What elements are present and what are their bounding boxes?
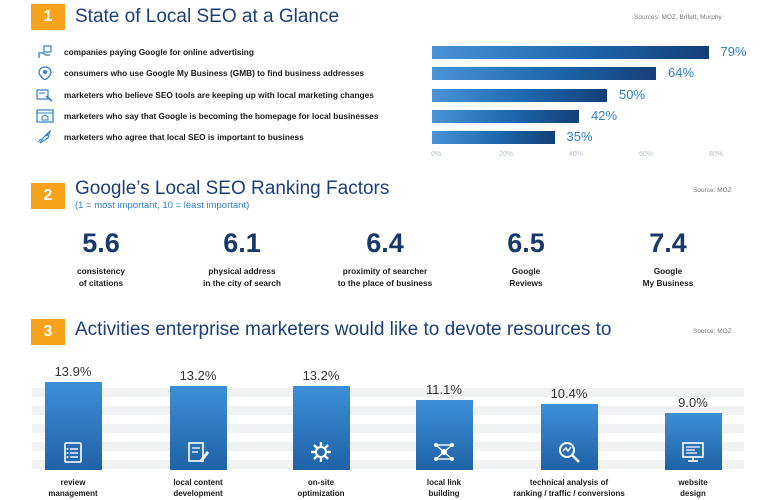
stat-bar-value-label: 50% — [619, 87, 646, 102]
activity-bar-value-label: 13.2% — [302, 368, 340, 384]
stat-row: marketers who say that Google is becomin… — [36, 109, 378, 123]
ranking-factor-label: consistency of citations — [77, 266, 125, 288]
x-tick-label: 60% — [638, 151, 654, 158]
activity-bar-value-label: 10.4% — [550, 386, 588, 402]
location-pin-icon — [36, 66, 54, 80]
ranking-factor-label: Google Reviews — [509, 266, 543, 288]
activity-bar — [540, 404, 598, 470]
stat-row-label: marketers who agree that local SEO is im… — [64, 132, 304, 142]
section-3-badge: 3 — [31, 319, 65, 345]
activity-category-label: review management — [48, 478, 98, 498]
ranking-factor-value: 7.4 — [649, 228, 687, 258]
hand-money-icon — [38, 45, 52, 58]
activity-bar-value-label: 13.2% — [179, 368, 217, 384]
stat-row: marketers who believe SEO tools are keep… — [36, 88, 374, 102]
network-icon — [434, 443, 454, 461]
stat-row-label: consumers who use Google My Business (GM… — [64, 68, 365, 78]
ranking-factor: 6.1 physical address in the city of searc… — [177, 228, 307, 289]
edit-document-icon — [188, 442, 209, 462]
activity-category-label: local link building — [426, 478, 462, 498]
stat-row: companies paying Google for online adver… — [36, 45, 254, 59]
activity-bar — [415, 399, 473, 470]
stat-bar — [432, 89, 607, 102]
stat-row: consumers who use Google My Business (GM… — [36, 66, 364, 80]
stat-bar-value-label: 64% — [668, 65, 695, 80]
section-1-title: State of Local SEO at a Glance — [75, 6, 340, 27]
activity-category-label: website design — [678, 478, 708, 498]
magnifier-chart-icon — [559, 442, 580, 463]
section-3-title: Activities enterprise marketers would li… — [75, 319, 612, 340]
stat-row-label: marketers who say that Google is becomin… — [64, 111, 379, 121]
activity-bar — [44, 382, 102, 470]
stat-bar-value-label: 79% — [720, 44, 747, 59]
x-tick-label: 40% — [568, 151, 584, 158]
gear-icon — [311, 442, 331, 462]
x-tick-label: 0% — [430, 151, 442, 158]
tools-icon — [36, 88, 54, 102]
ranking-factor-value: 6.1 — [223, 228, 261, 258]
checklist-icon — [61, 440, 85, 464]
section-1-source: Sources: MOZ, Brifett, Murphy — [634, 14, 722, 21]
x-tick-label: 80% — [708, 151, 724, 158]
background-stripe — [32, 442, 744, 451]
tools-icon — [36, 89, 53, 102]
browser-home-icon — [36, 109, 54, 123]
edit-document-icon — [186, 440, 210, 464]
activity-bar-value-label: 9.0% — [678, 395, 708, 411]
stat-bar — [432, 46, 709, 59]
section-2-badge: 2 — [31, 183, 65, 209]
section-2-subtitle: (1 = most important, 10 = least importan… — [75, 200, 250, 211]
section-1-badge: 1 — [31, 4, 65, 30]
location-pin-icon — [38, 66, 52, 80]
stat-row-label: marketers who believe SEO tools are keep… — [64, 90, 374, 100]
ranking-factor: 6.5 Google Reviews — [461, 228, 591, 289]
ranking-factor-value: 6.4 — [366, 228, 404, 258]
ranking-factor-label: proximity of searcher to the place of bus… — [337, 266, 433, 288]
activity-bar — [169, 386, 227, 470]
rocket-icon — [36, 130, 54, 144]
background-stripe — [32, 460, 744, 469]
magnifier-chart-icon — [557, 440, 581, 464]
stat-bar — [432, 67, 656, 80]
ranking-factor-label: Google My Business — [642, 266, 694, 288]
activity-bar-value-label: 11.1% — [426, 381, 462, 397]
checklist-icon — [64, 442, 82, 463]
rocket-icon — [37, 130, 51, 144]
stat-bar — [432, 131, 555, 144]
x-tick-label: 20% — [498, 151, 514, 158]
stat-bar-value-label: 35% — [566, 129, 593, 144]
activity-category-label: on-site optimization — [297, 478, 345, 498]
section-2-source: Source: MOZ — [693, 187, 732, 194]
monitor-icon — [682, 442, 704, 462]
monitor-icon — [681, 440, 705, 464]
background-stripe — [32, 388, 744, 397]
ranking-factor: 7.4 Google My Business — [603, 228, 733, 289]
ranking-factor: 6.4 proximity of searcher to the place of… — [320, 228, 450, 289]
stat-row: marketers who agree that local SEO is im… — [36, 130, 304, 144]
ranking-factor-label: physical address in the city of search — [203, 266, 281, 288]
ranking-factor: 5.6 consistency of citations — [36, 228, 166, 289]
ranking-factor-value: 5.6 — [82, 228, 120, 258]
network-icon — [432, 440, 456, 464]
activity-bar-value-label: 13.9% — [54, 364, 92, 379]
background-stripe — [32, 406, 744, 415]
ranking-factor-value: 6.5 — [507, 228, 545, 258]
stat-row-label: companies paying Google for online adver… — [64, 47, 254, 57]
stat-bar-value-label: 42% — [591, 108, 618, 123]
activity-category-label: local content development — [173, 478, 223, 498]
hand-money-icon — [36, 45, 54, 59]
section-2-title: Google’s Local SEO Ranking Factors — [75, 178, 390, 199]
activity-category-label: technical analysis of ranking / traffic /… — [513, 478, 625, 498]
background-stripe — [32, 424, 744, 433]
section-3-source: Source: MOZ — [693, 328, 732, 335]
stat-bar — [432, 110, 579, 123]
gear-icon — [309, 440, 333, 464]
browser-home-icon — [36, 109, 54, 123]
